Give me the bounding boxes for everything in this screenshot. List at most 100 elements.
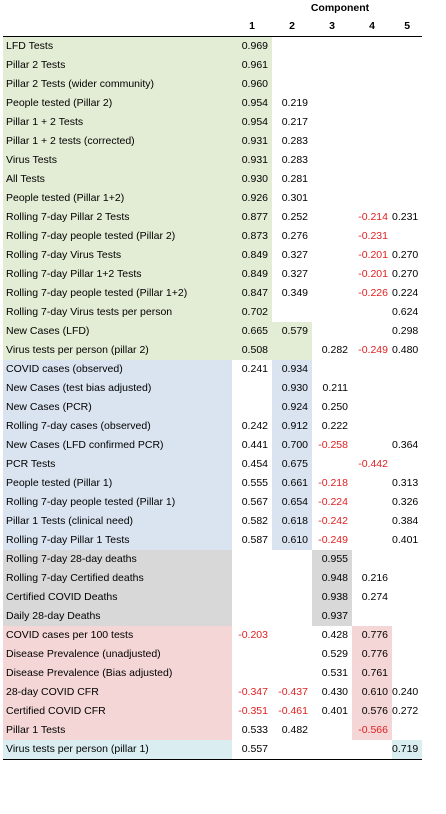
loading-cell [352,322,392,341]
loading-cell: 0.349 [281,287,308,299]
table-row: New Cases (LFD) 0.665 0.579 0.298 [3,322,422,341]
loading-cell: -0.226 [358,287,388,299]
loading-cell [392,94,422,113]
loading-cell: 0.250 [321,401,348,413]
loading-cell [392,664,422,683]
row-label: Daily 28-day Deaths [3,607,232,626]
loading-cell: -0.347 [238,686,268,698]
row-label: All Tests [3,170,232,189]
row-label: Pillar 1 + 2 tests (corrected) [3,132,232,151]
label-column-header [3,17,232,37]
row-label: Pillar 2 Tests (wider community) [3,75,232,94]
loading-cell: -0.201 [358,249,388,261]
loading-cell [392,170,422,189]
loading-cell: -0.242 [318,515,348,527]
loading-cell: 0.428 [321,629,348,641]
loading-cell [312,227,352,246]
loading-cell: 0.529 [321,648,348,660]
loading-cell: 0.241 [241,363,268,375]
loading-cell: 0.665 [232,322,272,341]
loading-cell: 0.761 [352,664,392,683]
table-row: Disease Prevalence (unadjusted) 0.529 0.77… [3,645,422,664]
row-label: Rolling 7-day Certified deaths [3,569,232,588]
table-row: People tested (Pillar 1+2) 0.926 0.301 [3,189,422,208]
table-row: LFD Tests 0.969 [3,36,423,56]
loading-cell [272,664,312,683]
loading-cell: 0.849 [232,246,272,265]
column-header-1: 1 [249,20,255,32]
loading-cell [352,189,392,208]
loading-cell [352,113,392,132]
loading-cell [352,740,392,760]
loading-cell: 0.610 [352,683,392,702]
loading-cell [312,56,352,75]
loading-cell [392,56,422,75]
factor-loadings-table: 1 2 3 4 5 LFD Tests 0.969 Pillar 2 Tests 0.… [3,17,423,760]
loading-cell [352,379,392,398]
loading-cell [232,588,272,607]
row-label: Virus tests per person (pillar 2) [3,341,232,360]
component-header: Component [310,2,370,14]
loading-cell [272,740,312,760]
row-label: Virus tests per person (pillar 1) [3,740,232,760]
table-row: Rolling 7-day people tested (Pillar 1) 0.… [3,493,422,512]
loading-cell [392,626,422,645]
row-label: PCR Tests [3,455,232,474]
column-header-4: 4 [369,20,375,32]
loading-cell: 0.270 [392,268,419,280]
loading-cell: 0.364 [392,439,419,451]
loading-cell [272,36,312,56]
loading-cell: -0.442 [358,458,388,470]
loading-cell: 0.931 [232,151,272,170]
loading-cell: 0.270 [392,249,419,261]
table-row: Virus tests per person (pillar 2) 0.508 0.… [3,341,422,360]
table-row: PCR Tests 0.454 0.675 -0.442 [3,455,422,474]
loading-cell: 0.533 [241,724,268,736]
loading-cell [272,626,312,645]
column-header-row: 1 2 3 4 5 [3,17,422,37]
table-row: Pillar 1 Tests (clinical need) 0.582 0.618… [3,512,422,531]
loading-cell: 0.555 [241,477,268,489]
loading-cell [352,493,392,512]
loading-cell: -0.258 [318,439,348,451]
row-label: LFD Tests [3,36,232,56]
loading-cell: 0.955 [312,550,352,569]
loading-cell [312,360,352,379]
loading-cell [272,550,312,569]
table-row: Rolling 7-day people tested (Pillar 1+2)… [3,284,422,303]
table-row: Pillar 2 Tests (wider community) 0.960 [3,75,422,94]
loading-cell: 0.222 [321,420,348,432]
loading-cell [392,645,422,664]
loading-cell [312,740,352,760]
loading-cell: -0.201 [358,268,388,280]
loading-cell [392,398,422,417]
loading-cell: 0.272 [392,705,419,717]
loading-cell [352,75,392,94]
loading-cell: 0.219 [281,97,308,109]
table-row: Rolling 7-day Pillar 1 Tests 0.587 0.610 -0… [3,531,422,550]
loading-cell: 0.211 [322,382,349,394]
loading-cell: 0.531 [321,667,348,679]
row-label: Disease Prevalence (unadjusted) [3,645,232,664]
table-row: Rolling 7-day Virus Tests 0.849 0.327 -0.20… [3,246,422,265]
loading-cell [352,170,392,189]
row-label: New Cases (LFD confirmed PCR) [3,436,232,455]
loading-cell: 0.702 [232,303,272,322]
row-label: Rolling 7-day people tested (Pillar 2) [3,227,232,246]
loading-cell [352,303,392,322]
loading-cell [312,455,352,474]
loading-cell [392,151,422,170]
row-label: Rolling 7-day Pillar 1 Tests [3,531,232,550]
loading-cell: 0.482 [281,724,308,736]
row-label: New Cases (LFD) [3,322,232,341]
table-row: New Cases (test bias adjusted) 0.930 0.211 [3,379,422,398]
loading-cell: -0.249 [358,344,388,356]
loading-cell [312,132,352,151]
loading-cell [312,75,352,94]
loading-cell [272,569,312,588]
loading-cell: -0.249 [318,534,348,546]
loading-cell: 0.776 [352,645,392,664]
row-label: People tested (Pillar 2) [3,94,232,113]
loading-cell [232,379,272,398]
loading-cell [392,132,422,151]
